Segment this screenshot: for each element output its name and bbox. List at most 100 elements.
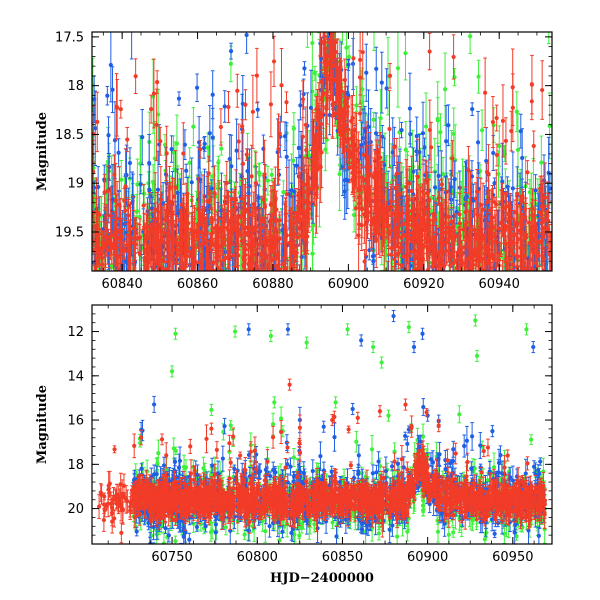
red-data-point [226,90,231,124]
blue-data-point [129,32,134,60]
green-data-point [191,107,196,147]
red-data-point [250,74,255,149]
y-axis-title: Magnitude [35,112,50,191]
green-data-point [542,282,546,333]
green-data-point [453,294,457,339]
green-data-point [384,321,388,355]
green-data-point [380,269,384,271]
blue-data-point [465,303,469,321]
blue-data-point [464,425,470,456]
blue-data-point [255,101,260,118]
green-data-point [486,325,490,362]
green-data-point [151,265,156,271]
red-data-point [207,263,212,271]
green-data-point [233,325,238,338]
red-data-point [133,58,138,95]
green-data-point [369,435,375,464]
x-tick-label: 60840 [101,277,142,292]
green-data-point [386,409,391,422]
blue-data-point [497,330,501,350]
blue-data-point [285,323,291,336]
green-data-point [281,180,286,204]
green-data-point [304,336,309,349]
red-data-point [348,461,353,470]
green-data-point [310,224,315,271]
blue-data-point [298,90,303,121]
blue-data-point [470,102,475,116]
blue-data-point [167,305,171,338]
blue-data-point [499,329,503,382]
green-data-point [209,403,214,416]
red-data-point [485,438,491,457]
blue-data-point [206,289,210,363]
blue-data-point [234,118,239,183]
green-data-point [436,310,440,353]
green-data-point [142,183,147,204]
blue-data-point [194,284,198,342]
blue-data-point [356,444,361,467]
green-data-point [269,168,274,182]
blue-data-point [196,314,200,331]
green-data-point [374,295,378,305]
red-data-point [95,272,99,290]
green-data-point [116,312,120,350]
blue-data-point [138,174,143,195]
x-tick-label: 60940 [479,277,520,292]
blue-data-point [470,422,475,451]
red-data-point [175,288,179,350]
green-data-point [468,32,473,54]
green-data-point [474,349,480,362]
green-data-point [350,0,354,21]
blue-data-point [116,138,121,168]
green-data-point [331,0,335,17]
green-data-point [458,297,462,329]
green-data-point [171,437,176,460]
red-data-point [131,262,135,271]
blue-data-point [105,85,110,106]
green-data-point [279,298,283,355]
green-data-point [461,285,465,347]
blue-data-point [469,270,473,271]
green-data-point [472,296,476,309]
bottom-panel-light-curve: 60750 60800 60850 60900 609501214161820Magni… [35,304,553,586]
blue-data-point [205,294,209,312]
blue-data-point [531,341,536,354]
blue-data-point [537,279,541,305]
green-data-point [473,314,478,327]
green-data-point [397,293,401,366]
green-data-point [456,326,460,388]
red-data-point [451,34,456,80]
blue-data-point [180,301,184,364]
red-data-point [209,422,214,435]
blue-data-point [446,288,450,355]
blue-data-point [122,263,127,271]
blue-data-point [225,280,229,298]
blue-data-point [233,294,237,313]
blue-data-point [454,199,459,225]
x-tick-label: 60920 [403,277,444,292]
blue-data-point [420,327,425,340]
blue-data-point [237,297,241,318]
green-data-point [345,323,350,336]
green-data-point [371,111,376,128]
green-data-point [379,356,384,369]
red-data-point [214,441,219,459]
green-data-point [155,456,160,470]
blue-data-point [518,113,523,149]
green-data-point [487,339,491,357]
green-data-point [481,336,485,390]
red-data-point [271,35,277,88]
blue-data-point [150,267,155,271]
blue-data-point [203,296,207,311]
green-data-point [467,267,471,271]
y-tick-label: 17.5 [55,30,84,45]
green-data-point [172,280,176,294]
blue-data-point [526,281,530,316]
red-data-point [284,91,289,114]
red-data-point [300,80,306,119]
y-tick-label: 19.5 [55,225,84,240]
green-data-point [466,275,470,294]
green-data-point [205,132,210,163]
blue-data-point [446,104,451,147]
blue-data-point [521,289,525,327]
